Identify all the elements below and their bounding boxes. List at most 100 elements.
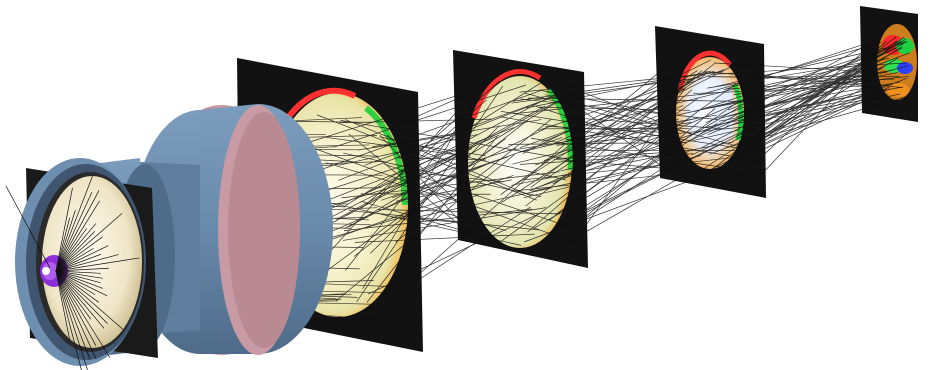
ray-line — [316, 114, 537, 201]
ray-line — [377, 209, 561, 215]
disc-ray-line — [5, 185, 51, 269]
disc-ray-line — [55, 270, 97, 360]
ray-line — [545, 94, 733, 146]
disc-ray-line — [55, 270, 88, 370]
ray-line — [727, 41, 903, 145]
ray-line — [394, 206, 531, 296]
ray-line — [725, 84, 888, 127]
ray-line — [308, 164, 486, 242]
ray-line — [324, 145, 464, 192]
disc-ray-line — [55, 270, 103, 279]
ray-line — [740, 94, 888, 142]
disc-ray-line — [55, 247, 94, 272]
ray-line — [520, 153, 694, 165]
disc-ray-line — [55, 270, 111, 358]
ray-line — [500, 116, 760, 162]
disc-ray-line — [55, 253, 102, 272]
disc-ray-line — [55, 270, 108, 324]
ray-line — [727, 78, 879, 117]
ray-line — [750, 48, 881, 140]
ray-line — [707, 58, 885, 89]
ray-line — [370, 125, 500, 254]
ray-line — [499, 97, 699, 243]
disc-ray-line — [55, 270, 101, 274]
ray-line — [753, 97, 876, 122]
ray-line — [714, 47, 887, 88]
ray-line — [560, 129, 740, 172]
disc-ray-line — [55, 270, 91, 360]
disc-ray-line — [55, 270, 104, 289]
ray-line — [395, 179, 512, 202]
ray-line — [513, 92, 714, 115]
ray-line — [511, 168, 718, 192]
ray-line — [727, 50, 881, 111]
ray-line — [305, 127, 514, 210]
ray-line — [742, 40, 887, 175]
disc-ray-line — [55, 192, 93, 272]
ray-line — [511, 141, 734, 186]
ray-line — [563, 171, 691, 245]
ray-line — [512, 117, 698, 165]
ray-line — [545, 74, 706, 180]
disc-ray-line — [55, 190, 100, 272]
ray-line — [396, 93, 468, 126]
ray-line — [562, 96, 681, 180]
ray-line — [353, 118, 530, 257]
ray-line — [530, 137, 733, 170]
ray-line — [317, 174, 514, 245]
ray-line — [511, 77, 700, 104]
ray-line — [578, 90, 693, 136]
lens-assembly — [15, 104, 333, 366]
ray-line — [550, 70, 711, 146]
ray-line — [348, 210, 540, 231]
disc-ray-line — [55, 270, 71, 341]
ray-line — [507, 122, 692, 152]
ray-line — [693, 84, 893, 94]
ray-line — [555, 83, 736, 216]
disc-ray-line — [55, 213, 123, 272]
ray-line — [302, 89, 542, 177]
ray-line — [399, 170, 504, 183]
disc-ray-line — [55, 270, 123, 330]
ray-line — [354, 233, 535, 243]
ray-line — [545, 125, 681, 134]
ray-line — [406, 201, 506, 231]
disc-ray-line — [55, 200, 100, 272]
ray-line — [691, 65, 886, 156]
ray-line — [345, 119, 532, 197]
disc-ray-line — [55, 230, 96, 272]
ray-line — [308, 197, 522, 246]
ray-line — [758, 94, 880, 118]
ray-line — [527, 89, 693, 233]
ray-line — [360, 200, 472, 234]
ray-line — [718, 65, 909, 119]
disc-ray-line — [55, 187, 73, 272]
disc-ray-line — [55, 254, 119, 272]
ray-line — [536, 106, 677, 152]
ray-line — [556, 126, 744, 146]
ray-line — [528, 97, 758, 102]
ray-line — [576, 108, 716, 225]
ray-line — [379, 135, 464, 225]
ray-line — [571, 87, 687, 246]
disc-ray-line — [55, 267, 109, 272]
ray-line — [348, 94, 570, 228]
ray-line — [524, 165, 731, 243]
ray-line — [741, 79, 880, 153]
ray-line — [724, 96, 906, 149]
ray-line — [519, 74, 700, 93]
disc-ray-line — [55, 217, 71, 272]
disc-ray-line — [55, 210, 76, 272]
ray-line — [735, 68, 882, 118]
ray-line — [757, 63, 882, 93]
disc-ray-line — [55, 270, 101, 284]
disc-ray-line — [55, 270, 96, 296]
ray-line — [395, 118, 552, 243]
ray-line — [367, 214, 539, 295]
ray-line — [408, 187, 552, 220]
ray-line — [535, 105, 684, 166]
disc-ray-line — [55, 236, 103, 272]
disc-ray-line — [55, 228, 87, 272]
